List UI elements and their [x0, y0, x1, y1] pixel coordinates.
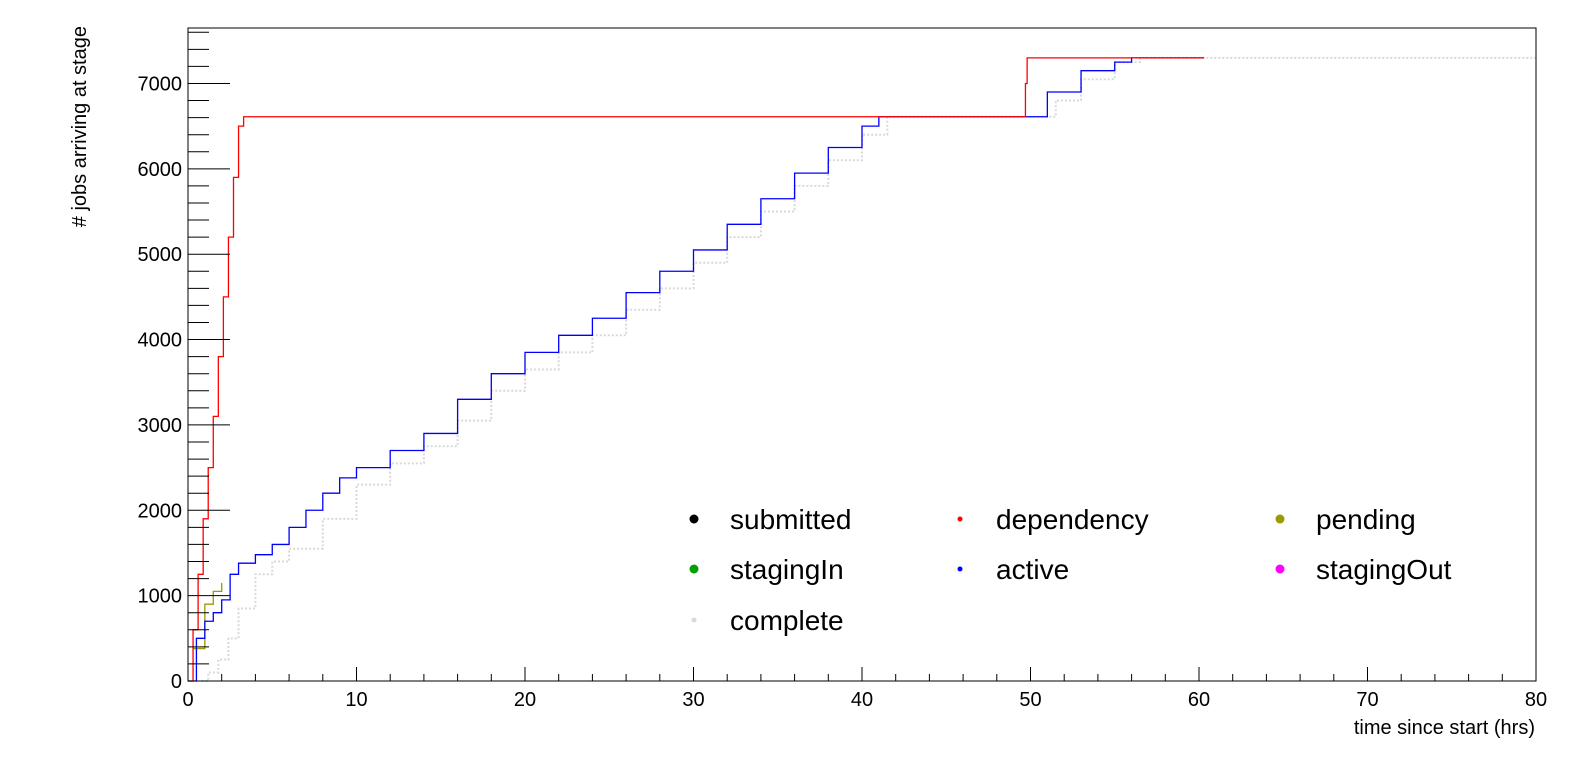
y-tick-label: 4000 [138, 330, 183, 352]
legend-marker-stagingOut [1275, 564, 1285, 574]
series-line-pending [193, 582, 223, 650]
legend-label-stagingOut: stagingOut [1316, 554, 1452, 585]
legend-label-active: active [996, 554, 1069, 585]
x-tick-label: 20 [514, 689, 536, 711]
legend-label-dependency: dependency [996, 504, 1149, 535]
x-tick-label: 80 [1525, 689, 1547, 711]
legend: submitted dependency pending stagingIn activ… [689, 504, 1452, 636]
legend-marker-complete [691, 617, 697, 623]
y-tick-label: 6000 [138, 159, 183, 181]
y-tick-label: 1000 [138, 586, 183, 608]
legend-marker-submitted [689, 514, 699, 524]
x-axis-label: time since start (hrs) [1354, 717, 1535, 739]
legend-label-stagingIn: stagingIn [730, 554, 844, 585]
y-tick-label: 0 [171, 671, 182, 693]
legend-marker-stagingIn [689, 564, 699, 574]
x-tick-label: 10 [345, 689, 367, 711]
x-tick-label: 60 [1188, 689, 1210, 711]
axis-ticks [187, 31, 1537, 682]
legend-label-pending: pending [1316, 504, 1416, 535]
y-tick-label: 3000 [138, 415, 183, 437]
legend-label-submitted: submitted [730, 504, 851, 535]
y-axis-label: # jobs arriving at stage [69, 26, 91, 227]
legend-marker-pending [1275, 514, 1285, 524]
plot-lines [188, 56, 1536, 682]
x-tick-label: 70 [1356, 689, 1378, 711]
legend-marker-active [957, 566, 963, 572]
legend-marker-dependency [957, 516, 963, 522]
x-tick-label: 0 [182, 689, 193, 711]
tick-labels: 0 10 20 30 40 50 60 70 80 0 1000 2000 3000 4000 5000 60… [138, 73, 1548, 711]
x-tick-label: 40 [851, 689, 873, 711]
y-tick-label: 5000 [138, 244, 183, 266]
x-tick-label: 50 [1019, 689, 1041, 711]
x-tick-label: 30 [682, 689, 704, 711]
series-line-active [188, 57, 1205, 682]
series-line-dependency [188, 57, 1205, 682]
legend-label-complete: complete [730, 605, 844, 636]
y-tick-label: 2000 [138, 500, 183, 522]
y-tick-label: 7000 [138, 73, 183, 95]
